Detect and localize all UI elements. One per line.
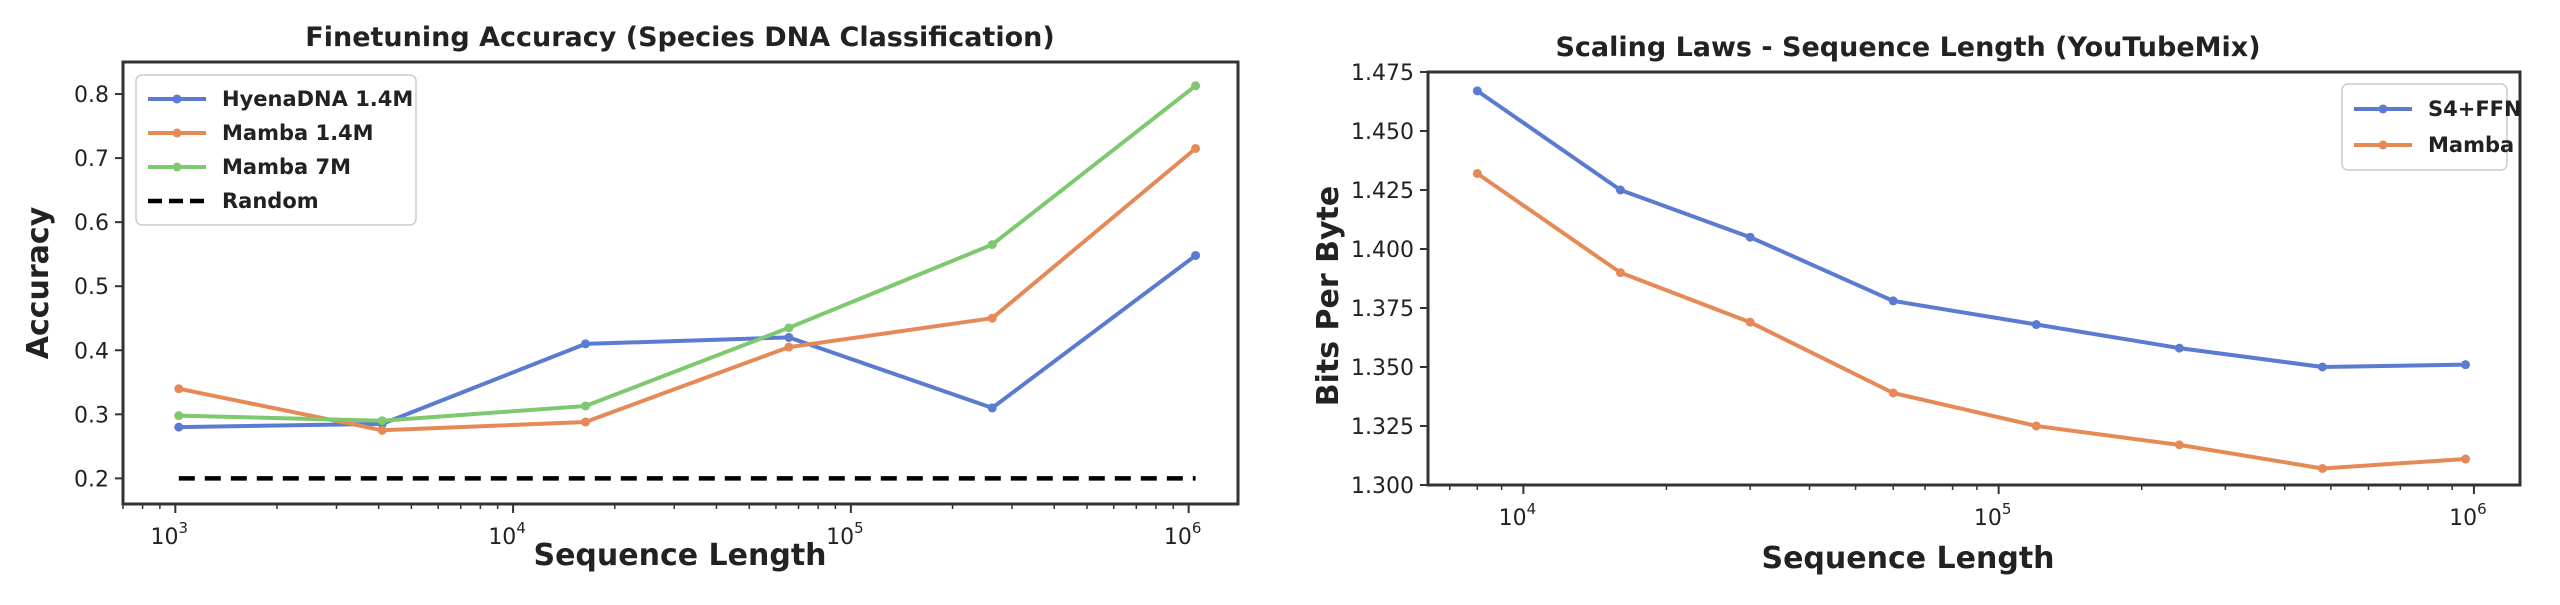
data-point — [1745, 317, 1755, 327]
y-tick-label: 1.400 — [1351, 238, 1414, 263]
data-point — [174, 384, 184, 394]
y-tick-label: 1.425 — [1351, 179, 1414, 204]
x-tick-base: 10 — [1164, 525, 1192, 550]
x-tick-exponent: 3 — [179, 519, 189, 537]
plot-frame — [121, 60, 1240, 506]
data-point — [377, 425, 387, 435]
legend-box — [135, 74, 417, 226]
chart-title: Finetuning Accuracy (Species DNA Classif… — [305, 22, 1054, 53]
data-point — [174, 422, 184, 432]
y-tick-label: 0.4 — [74, 339, 109, 364]
y-tick-label: 0.2 — [74, 467, 109, 492]
legend-entry-label: Random — [222, 189, 319, 213]
data-point — [2317, 463, 2327, 473]
series-line-mamba — [1476, 171, 2466, 471]
finetuning-accuracy-chart: Finetuning Accuracy (Species DNA Classif… — [21, 22, 1240, 573]
legend-entry-label: Mamba — [2428, 133, 2514, 157]
y-tick-label: 0.8 — [74, 83, 109, 108]
data-point — [581, 417, 591, 427]
x-tick-label: 105 — [826, 519, 864, 550]
x-axis-label: Sequence Length — [533, 538, 826, 573]
scaling-laws-chart: Scaling Laws - Sequence Length (YouTubeM… — [1311, 32, 2522, 576]
data-point — [2461, 360, 2471, 370]
data-point — [784, 323, 794, 333]
data-point — [1888, 388, 1898, 398]
x-tick-label: 106 — [2449, 500, 2487, 531]
x-tick-exponent: 4 — [516, 519, 526, 537]
series-line-hyenadna-1-4m — [178, 253, 1197, 430]
x-tick-base: 10 — [2449, 506, 2477, 531]
data-point — [581, 339, 591, 349]
data-point — [987, 313, 997, 323]
x-tick-label: 106 — [1164, 519, 1202, 550]
y-axis-label: Accuracy — [21, 206, 56, 359]
x-tick-exponent: 6 — [2477, 500, 2487, 518]
data-point — [2031, 421, 2041, 431]
legend-marker — [172, 128, 182, 138]
y-tick-label: 0.3 — [74, 403, 109, 428]
data-point — [2031, 320, 2041, 330]
legend-marker — [2378, 140, 2388, 150]
y-tick-label: 0.6 — [74, 211, 109, 236]
data-point — [2174, 440, 2184, 450]
x-tick-exponent: 4 — [1527, 500, 1537, 518]
x-tick-label: 103 — [151, 519, 189, 550]
x-tick-base: 10 — [151, 525, 179, 550]
data-point — [1615, 185, 1625, 195]
legend-marker — [2378, 104, 2388, 114]
legend-entry-label: HyenaDNA 1.4M — [222, 87, 413, 111]
x-tick-exponent: 5 — [2002, 500, 2012, 518]
data-point — [2461, 454, 2471, 464]
data-point — [377, 416, 387, 426]
data-point — [1888, 296, 1898, 306]
data-point — [1191, 250, 1201, 260]
data-point — [1191, 81, 1201, 91]
x-tick-base: 10 — [1499, 506, 1527, 531]
legend-marker — [172, 162, 182, 172]
data-point — [1745, 232, 1755, 242]
y-tick-label: 1.325 — [1351, 415, 1414, 440]
x-tick-base: 10 — [826, 525, 854, 550]
data-point — [581, 401, 591, 411]
data-point — [987, 403, 997, 413]
series-line-s4-ffn — [1476, 89, 2466, 369]
legend: S4+FFN Mamba — [2341, 83, 2522, 171]
x-axis-label: Sequence Length — [1761, 541, 2054, 576]
x-tick-label: 104 — [488, 519, 526, 550]
y-tick-label: 0.5 — [74, 275, 109, 300]
data-point — [987, 240, 997, 250]
y-tick-label: 1.450 — [1351, 120, 1414, 145]
x-tick-base: 10 — [488, 525, 516, 550]
legend: HyenaDNA 1.4M Mamba 1.4M Mamba 7M Random — [135, 74, 417, 226]
y-tick-label: 1.475 — [1351, 61, 1414, 86]
legend-entry-label: Mamba 1.4M — [222, 121, 374, 145]
chart-title: Scaling Laws - Sequence Length (YouTubeM… — [1555, 32, 2260, 63]
series-line-mamba-1-4m — [178, 146, 1197, 433]
legend-entry-label: Mamba 7M — [222, 155, 351, 179]
x-tick-exponent: 6 — [1192, 519, 1202, 537]
legend-marker — [172, 94, 182, 104]
y-tick-label: 1.350 — [1351, 356, 1414, 381]
data-point — [2317, 362, 2327, 372]
data-point — [1472, 168, 1482, 178]
y-tick-label: 1.375 — [1351, 297, 1414, 322]
data-point — [1191, 143, 1201, 153]
series-line-mamba-7m — [178, 84, 1197, 423]
y-tick-label: 1.300 — [1351, 474, 1414, 499]
x-tick-exponent: 5 — [854, 519, 864, 537]
legend-entry-label: S4+FFN — [2428, 97, 2522, 121]
data-point — [1472, 86, 1482, 96]
data-point — [784, 332, 794, 342]
x-tick-base: 10 — [1974, 506, 2002, 531]
x-tick-label: 105 — [1974, 500, 2012, 531]
x-tick-label: 104 — [1499, 500, 1537, 531]
data-point — [1615, 268, 1625, 278]
data-point — [2174, 343, 2184, 353]
data-point — [174, 411, 184, 421]
data-point — [784, 342, 794, 352]
y-tick-label: 0.7 — [74, 147, 109, 172]
plot-frame — [1426, 70, 2522, 487]
y-axis-label: Bits Per Byte — [1311, 186, 1346, 406]
